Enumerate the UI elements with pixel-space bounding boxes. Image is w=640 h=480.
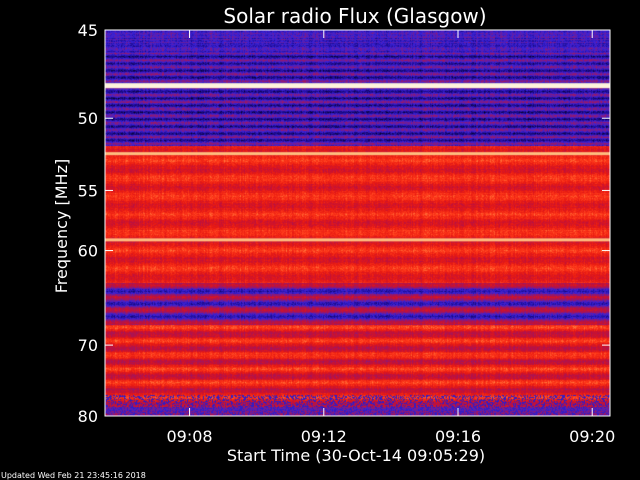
y-tick-label: 55 <box>78 181 98 200</box>
plot-frame <box>104 29 611 417</box>
x-tick-label: 09:16 <box>435 427 481 446</box>
y-tick-label: 50 <box>78 109 98 128</box>
y-tick-label: 60 <box>78 242 98 261</box>
y-axis: 45 50 55 60 70 80 <box>78 21 610 426</box>
x-tick-label: 09:20 <box>569 427 615 446</box>
x-axis: 09:08 09:12 09:16 09:20 <box>167 30 615 446</box>
updated-timestamp: Updated Wed Feb 21 23:45:16 2018 <box>1 471 146 480</box>
plot-area <box>104 29 611 417</box>
y-axis-label: Frequency [MHz] <box>52 159 71 293</box>
y-tick-label: 70 <box>78 336 98 355</box>
x-tick-label: 09:12 <box>301 427 347 446</box>
y-tick-label: 80 <box>78 407 98 426</box>
x-axis-label: Start Time (30-Oct-14 09:05:29) <box>227 446 485 465</box>
x-tick-label: 09:08 <box>167 427 213 446</box>
heatmap-canvas <box>105 30 610 416</box>
heatmap-raster <box>105 30 610 416</box>
chart-title: Solar radio Flux (Glasgow) <box>223 4 486 28</box>
y-tick-label: 45 <box>78 21 98 40</box>
